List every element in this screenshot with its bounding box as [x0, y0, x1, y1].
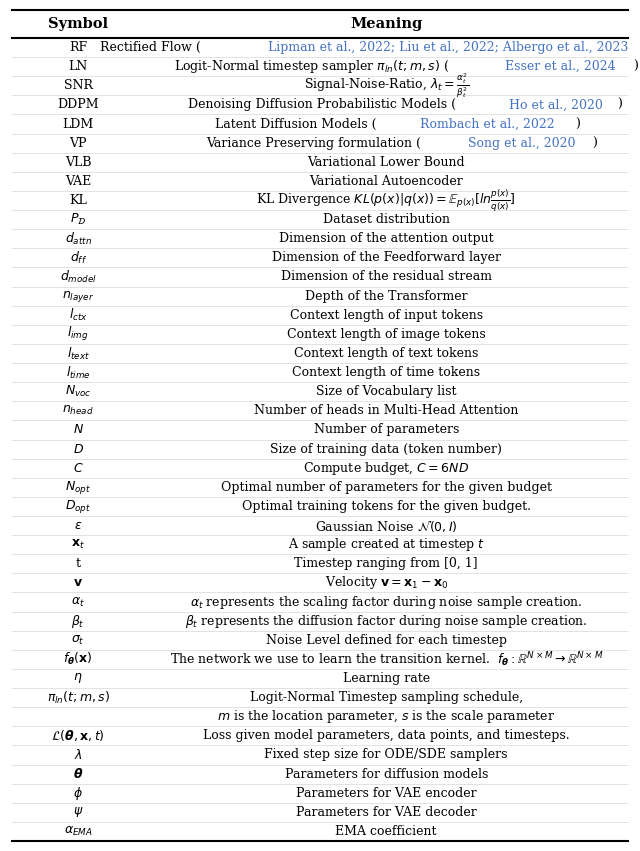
Text: Number of heads in Multi-Head Attention: Number of heads in Multi-Head Attention [254, 404, 518, 417]
Text: LN: LN [68, 60, 88, 73]
Text: The network we use to learn the transition kernel.  $f_{\boldsymbol{\theta}}: \m: The network we use to learn the transiti… [170, 650, 603, 669]
Text: $\alpha_{EMA}$: $\alpha_{EMA}$ [64, 825, 93, 838]
Text: $N$: $N$ [73, 424, 84, 437]
Text: RF: RF [69, 41, 87, 54]
Text: Parameters for VAE decoder: Parameters for VAE decoder [296, 806, 477, 819]
Text: $\psi$: $\psi$ [73, 805, 83, 820]
Text: $\epsilon$: $\epsilon$ [74, 519, 83, 532]
Text: EMA coefficient: EMA coefficient [335, 825, 437, 838]
Text: Loss given model parameters, data points, and timesteps.: Loss given model parameters, data points… [203, 729, 570, 742]
Text: $D_{opt}$: $D_{opt}$ [65, 498, 92, 515]
Text: $D$: $D$ [73, 443, 84, 455]
Text: $\beta_t$ represents the diffusion factor during noise sample creation.: $\beta_t$ represents the diffusion facto… [185, 613, 588, 630]
Text: Lipman et al., 2022; Liu et al., 2022; Albergo et al., 2023: Lipman et al., 2022; Liu et al., 2022; A… [268, 41, 628, 54]
Text: SNR: SNR [64, 79, 93, 92]
Text: $\sigma_t$: $\sigma_t$ [72, 634, 85, 647]
Text: Rombach et al., 2022: Rombach et al., 2022 [420, 117, 555, 130]
Text: $\mathcal{L}(\boldsymbol{\theta}, \mathbf{x}, t)$: $\mathcal{L}(\boldsymbol{\theta}, \mathb… [51, 728, 105, 743]
Text: Denoising Diffusion Probabilistic Models (: Denoising Diffusion Probabilistic Models… [188, 99, 456, 111]
Text: Optimal number of parameters for the given budget: Optimal number of parameters for the giv… [221, 481, 552, 494]
Text: ): ) [633, 60, 637, 73]
Text: $\alpha_t$ represents the scaling factor during noise sample creation.: $\alpha_t$ represents the scaling factor… [190, 593, 582, 610]
Text: VP: VP [70, 137, 87, 150]
Text: Latent Diffusion Models (: Latent Diffusion Models ( [216, 117, 377, 130]
Text: Esser et al., 2024: Esser et al., 2024 [506, 60, 616, 73]
Text: $\mathbf{x}_t$: $\mathbf{x}_t$ [71, 538, 85, 551]
Text: $l_{time}$: $l_{time}$ [66, 364, 91, 380]
Text: DDPM: DDPM [58, 99, 99, 111]
Text: $\lambda$: $\lambda$ [74, 748, 83, 762]
Text: Parameters for VAE encoder: Parameters for VAE encoder [296, 786, 477, 800]
Text: $l_{img}$: $l_{img}$ [67, 325, 89, 343]
Text: KL Divergence $KL(p(x)|q(x)) = \mathbb{E}_{p(x)}[ln\frac{p(x)}{q(x)}]$: KL Divergence $KL(p(x)|q(x)) = \mathbb{E… [257, 187, 516, 214]
Text: $\eta$: $\eta$ [74, 671, 83, 686]
Text: Context length of time tokens: Context length of time tokens [292, 366, 480, 379]
Text: Song et al., 2020: Song et al., 2020 [468, 137, 575, 150]
Text: Parameters for diffusion models: Parameters for diffusion models [285, 768, 488, 780]
Text: Context length of input tokens: Context length of input tokens [290, 309, 483, 322]
Text: KL: KL [69, 194, 87, 207]
Text: Rectified Flow (: Rectified Flow ( [100, 41, 201, 54]
Text: Dimension of the residual stream: Dimension of the residual stream [281, 271, 492, 283]
Text: Variance Preserving formulation (: Variance Preserving formulation ( [206, 137, 421, 150]
Text: Number of parameters: Number of parameters [314, 424, 459, 437]
Text: $l_{text}$: $l_{text}$ [67, 346, 90, 362]
Text: Size of training data (token number): Size of training data (token number) [270, 443, 502, 455]
Text: Dataset distribution: Dataset distribution [323, 213, 450, 226]
Text: $\mathbf{v}$: $\mathbf{v}$ [73, 576, 83, 590]
Text: Meaning: Meaning [350, 17, 422, 31]
Text: Learning rate: Learning rate [342, 672, 430, 685]
Text: VAE: VAE [65, 175, 92, 188]
Text: $N_{opt}$: $N_{opt}$ [65, 479, 92, 496]
Text: $l_{ctx}$: $l_{ctx}$ [68, 307, 88, 323]
Text: $\phi$: $\phi$ [74, 785, 83, 802]
Text: $C$: $C$ [73, 462, 84, 475]
Text: $d_{ff}$: $d_{ff}$ [70, 250, 87, 266]
Text: $n_{head}$: $n_{head}$ [62, 404, 94, 417]
Text: Timestep ranging from [0, 1]: Timestep ranging from [0, 1] [294, 557, 478, 570]
Text: Context length of image tokens: Context length of image tokens [287, 328, 486, 341]
Text: Gaussian Noise $\mathcal{N}(0, I)$: Gaussian Noise $\mathcal{N}(0, I)$ [315, 517, 458, 534]
Text: $d_{attn}$: $d_{attn}$ [65, 231, 92, 247]
Text: A sample created at timestep $t$: A sample created at timestep $t$ [287, 536, 485, 553]
Text: $\pi_{ln}(t; m, s)$: $\pi_{ln}(t; m, s)$ [47, 689, 110, 705]
Text: LDM: LDM [63, 117, 94, 130]
Text: Fixed step size for ODE/SDE samplers: Fixed step size for ODE/SDE samplers [264, 749, 508, 762]
Text: Logit-Normal timestep sampler $\pi_{ln}(t; m, s)$ (: Logit-Normal timestep sampler $\pi_{ln}(… [174, 58, 449, 75]
Text: Velocity $\mathbf{v} = \mathbf{x}_1 - \mathbf{x}_0$: Velocity $\mathbf{v} = \mathbf{x}_1 - \m… [324, 574, 448, 591]
Text: $\boldsymbol{\theta}$: $\boldsymbol{\theta}$ [73, 767, 83, 781]
Text: $\beta_t$: $\beta_t$ [72, 613, 85, 630]
Text: Variational Autoencoder: Variational Autoencoder [309, 175, 463, 188]
Text: Size of Vocabulary list: Size of Vocabulary list [316, 386, 456, 398]
Text: Variational Lower Bound: Variational Lower Bound [307, 156, 465, 168]
Text: Ho et al., 2020: Ho et al., 2020 [509, 99, 603, 111]
Text: Depth of the Transformer: Depth of the Transformer [305, 289, 468, 303]
Text: $f_{\boldsymbol{\theta}}(\mathbf{x})$: $f_{\boldsymbol{\theta}}(\mathbf{x})$ [63, 651, 93, 667]
Text: t: t [76, 557, 81, 570]
Text: $m$ is the location parameter, $s$ is the scale parameter: $m$ is the location parameter, $s$ is th… [217, 708, 556, 725]
Text: $P_{\mathcal{D}}$: $P_{\mathcal{D}}$ [70, 212, 86, 227]
Text: Symbol: Symbol [48, 17, 108, 31]
Text: Noise Level defined for each timestep: Noise Level defined for each timestep [266, 634, 507, 647]
Text: Optimal training tokens for the given budget.: Optimal training tokens for the given bu… [242, 500, 531, 513]
Text: Dimension of the attention output: Dimension of the attention output [279, 232, 493, 245]
Text: Compute budget, $C = 6ND$: Compute budget, $C = 6ND$ [303, 460, 469, 477]
Text: Logit-Normal Timestep sampling schedule,: Logit-Normal Timestep sampling schedule, [250, 691, 523, 704]
Text: ): ) [575, 117, 580, 130]
Text: $n_{layer}$: $n_{layer}$ [62, 288, 94, 304]
Text: Dimension of the Feedforward layer: Dimension of the Feedforward layer [272, 251, 500, 265]
Text: Context length of text tokens: Context length of text tokens [294, 347, 479, 360]
Text: $d_{model}$: $d_{model}$ [60, 269, 97, 285]
Text: ): ) [592, 137, 596, 150]
Text: $\alpha_t$: $\alpha_t$ [71, 596, 85, 608]
Text: VLB: VLB [65, 156, 92, 168]
Text: $N_{voc}$: $N_{voc}$ [65, 384, 92, 399]
Text: Signal-Noise-Ratio, $\lambda_t = \frac{\alpha_t^2}{\beta_t^2}$: Signal-Noise-Ratio, $\lambda_t = \frac{\… [303, 71, 468, 100]
Text: ): ) [618, 99, 622, 111]
